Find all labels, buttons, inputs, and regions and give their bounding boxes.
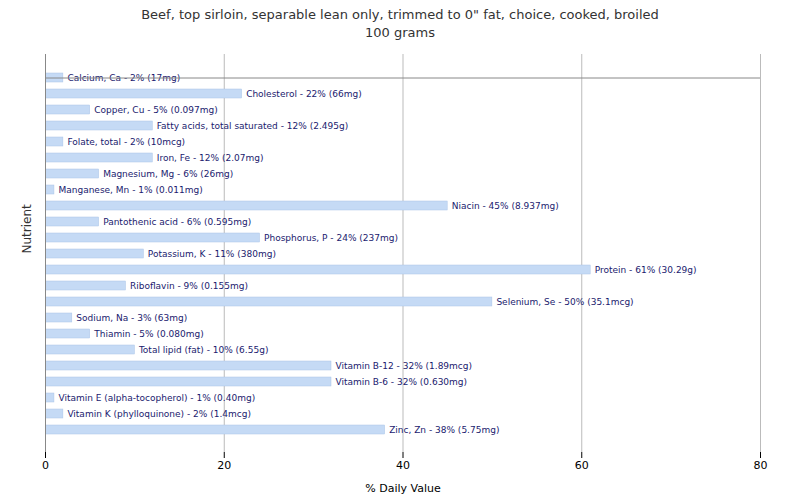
html-text:Beef, top sirloin, separable l: Beef, top sirloin, separable lean only, … (141, 7, 659, 41)
svg-text:Fatty acids, total saturated -: Fatty acids, total saturated - 12% (2.49… (157, 121, 348, 131)
svg-text:Pantothenic acid - 6% (0.595mg: Pantothenic acid - 6% (0.595mg) (103, 217, 251, 227)
svg-text:% Daily Value: % Daily Value (365, 482, 441, 495)
svg-text:Vitamin B-12 - 32% (1.89mcg): Vitamin B-12 - 32% (1.89mcg) (336, 361, 473, 371)
svg-text:Zinc, Zn - 38% (5.75mg): Zinc, Zn - 38% (5.75mg) (389, 425, 499, 435)
svg-text:Magnesium, Mg - 6% (26mg): Magnesium, Mg - 6% (26mg) (103, 169, 233, 179)
svg-text:Folate, total - 2% (10mcg): Folate, total - 2% (10mcg) (67, 137, 185, 147)
svg-text:40: 40 (396, 459, 410, 472)
svg-text:0: 0 (42, 459, 49, 472)
svg-text:60: 60 (575, 459, 589, 472)
svg-text:80: 80 (754, 459, 768, 472)
svg-text:Potassium, K - 11% (380mg): Potassium, K - 11% (380mg) (148, 249, 276, 259)
svg-text:Nutrient: Nutrient (20, 204, 34, 254)
svg-text:Manganese, Mn - 1% (0.011mg): Manganese, Mn - 1% (0.011mg) (58, 185, 202, 195)
svg-text:Thiamin - 5% (0.080mg): Thiamin - 5% (0.080mg) (93, 329, 204, 339)
svg-text:Total lipid (fat) - 10% (6.55g: Total lipid (fat) - 10% (6.55g) (138, 345, 269, 355)
svg-text:Selenium, Se - 50% (35.1mcg): Selenium, Se - 50% (35.1mcg) (496, 297, 633, 307)
svg-text:Vitamin E (alpha-tocopherol) -: Vitamin E (alpha-tocopherol) - 1% (0.40m… (58, 393, 255, 403)
svg-text:Protein - 61% (30.29g): Protein - 61% (30.29g) (595, 265, 697, 275)
svg-text:Cholesterol - 22% (66mg): Cholesterol - 22% (66mg) (246, 89, 362, 99)
svg-text:Sodium, Na - 3% (63mg): Sodium, Na - 3% (63mg) (76, 313, 187, 323)
svg-text:Phosphorus, P - 24% (237mg): Phosphorus, P - 24% (237mg) (264, 233, 398, 243)
svg-text:Copper, Cu - 5% (0.097mg): Copper, Cu - 5% (0.097mg) (94, 105, 218, 115)
svg-text:Riboflavin - 9% (0.155mg): Riboflavin - 9% (0.155mg) (130, 281, 248, 291)
svg-text:20: 20 (217, 459, 231, 472)
svg-text:Vitamin B-6 - 32% (0.630mg): Vitamin B-6 - 32% (0.630mg) (336, 377, 468, 387)
svg-text:Iron, Fe - 12% (2.07mg): Iron, Fe - 12% (2.07mg) (157, 153, 264, 163)
svg-text:Niacin - 45% (8.937mg): Niacin - 45% (8.937mg) (452, 201, 559, 211)
svg-text:Calcium, Ca - 2% (17mg): Calcium, Ca - 2% (17mg) (67, 72, 181, 83)
svg-text:Vitamin K (phylloquinone) - 2%: Vitamin K (phylloquinone) - 2% (1.4mcg) (67, 409, 251, 419)
